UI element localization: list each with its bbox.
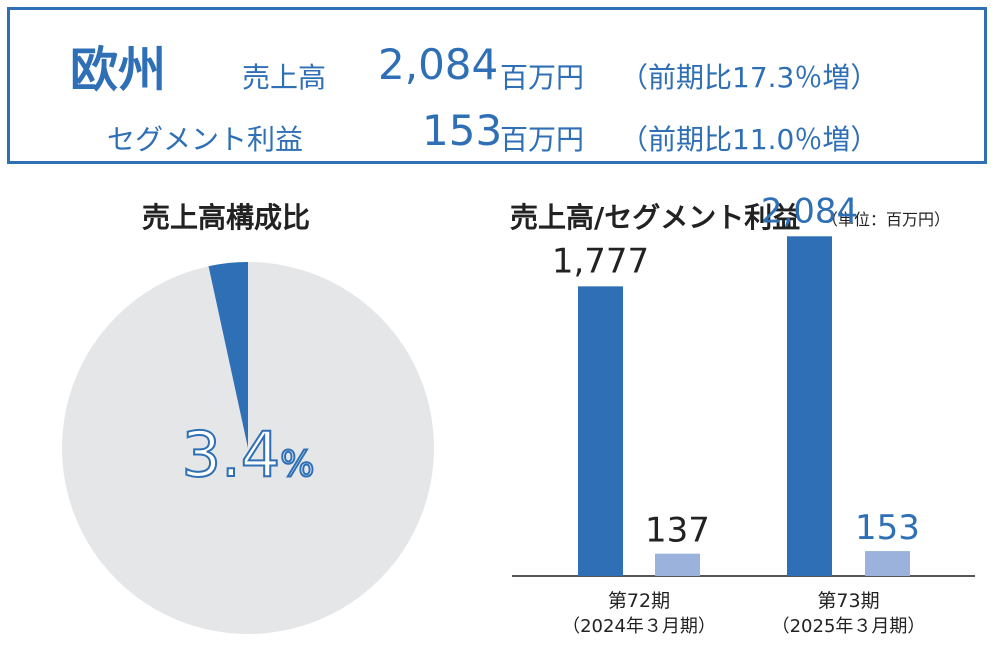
bar-chart-unit-note: （単位：百万円） [822,210,951,229]
sales-unit: 百万円 [500,61,585,94]
summary-box: 欧州 売上高 2,084 百万円 （前期比17.3％増） セグメント利益 153… [7,7,987,164]
profit-change: （前期比11.0％増） [620,123,879,156]
bar-profit-1 [655,553,700,576]
bar-category-label-1: 第72期 [608,590,670,612]
bar-sales-1 [578,286,623,576]
bar-sales-label-1: 1,777 [552,241,649,281]
sales-value: 2,084 [378,40,499,89]
region-name: 欧州 [70,42,167,98]
profit-label: セグメント利益 [107,123,304,156]
sales-change: （前期比17.3％増） [620,61,879,94]
bar-profit-2 [865,551,910,576]
profit-value: 153 [422,106,503,155]
bar-chart-title: 売上高/セグメント利益 [510,201,801,234]
bar-sales-label-2: 2,084 [761,191,858,231]
bar-profit-label-1: 137 [645,511,710,551]
pie-slice-label: 3.4% [182,418,315,491]
bar-category-label-2: 第73期 [817,590,879,612]
pie-slice-europe [208,262,248,448]
bar-category-sublabel-1: （2024年３月期） [562,616,716,637]
bar-profit-label-2: 153 [855,508,920,548]
sales-label: 売上高 [242,61,327,94]
bar-sales-2 [787,236,832,577]
pie-chart-title: 売上高構成比 [142,201,311,234]
profit-unit: 百万円 [500,123,585,156]
bar-category-sublabel-2: （2025年３月期） [772,616,926,637]
